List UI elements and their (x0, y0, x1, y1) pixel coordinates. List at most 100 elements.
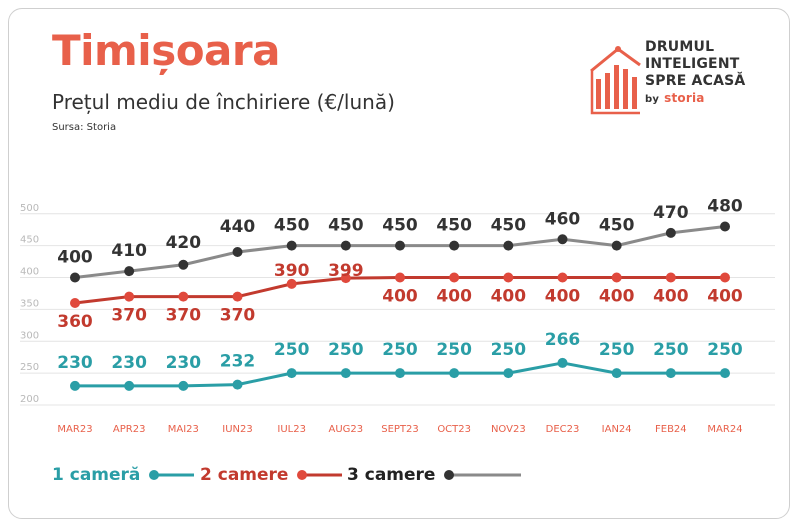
series-3-data-label-oct23: 450 (436, 216, 472, 236)
y-tick-label-300: 300 (20, 330, 39, 341)
series-2-data-label-ian24: 400 (599, 287, 635, 307)
chart-subtitle: Prețul mediu de închiriere (€/lună) (52, 90, 395, 114)
series-3-data-label-iun23: 440 (220, 217, 256, 237)
series-2-data-label-sept23: 400 (382, 287, 418, 307)
series-1-data-label-sept23: 250 (382, 340, 418, 360)
series-2-data-label-iul23: 390 (274, 261, 310, 281)
series-2-data-label-iun23: 370 (220, 306, 256, 326)
y-tick-label-500: 500 (20, 203, 39, 214)
legend-marker-2-camere (297, 470, 343, 480)
series-3-point-iun23 (232, 247, 243, 257)
series-3-data-label-apr23: 410 (111, 241, 147, 261)
series-3-point-feb24 (665, 227, 676, 238)
x-tick-label-iun23: IUN23 (222, 424, 252, 435)
x-tick-label-aug23: AUG23 (329, 424, 364, 435)
x-tick-label-sept23: SEPT23 (381, 424, 419, 435)
series-1-data-label-iul23: 250 (274, 340, 310, 360)
series-3-point-oct23 (449, 240, 460, 251)
series-3-point-iul23 (286, 240, 297, 251)
series-3-data-label-dec23: 460 (545, 209, 581, 229)
series-1-data-label-dec23: 266 (545, 330, 581, 350)
series-3-data-label-mar23: 400 (57, 248, 93, 268)
series-2-point-apr23 (124, 291, 135, 302)
logo-brand: storia (664, 91, 705, 105)
series-2-data-label-feb24: 400 (653, 287, 689, 307)
series-2-point-ian24 (611, 272, 622, 283)
series-2-point-dec23 (557, 272, 568, 283)
legend-label-1-camera: 1 cameră (52, 465, 141, 485)
series-1-data-label-oct23: 250 (436, 340, 472, 360)
series-1-point-apr23 (124, 380, 135, 391)
series-1-point-oct23 (449, 368, 460, 379)
y-tick-label-250: 250 (20, 362, 39, 373)
series-1-point-iul23 (286, 368, 297, 379)
logo-text: DRUMUL INTELIGENT SPRE ACASĂ by storia (645, 39, 745, 108)
series-3-point-mar23 (70, 272, 80, 283)
series-2-data-label-nov23: 400 (491, 287, 527, 307)
y-tick-label-400: 400 (20, 267, 39, 278)
x-tick-label-feb24: FEB24 (655, 424, 687, 435)
series-2-data-label-mar24: 400 (707, 287, 743, 307)
x-tick-label-dec23: DEC23 (546, 424, 580, 435)
series-1-data-label-ian24: 250 (599, 340, 635, 360)
series-3-data-label-ian24: 450 (599, 216, 635, 236)
series-3-point-sept23 (395, 240, 405, 251)
page-title: Timișoara (52, 26, 280, 75)
logo-by: by (645, 94, 660, 105)
series-3-data-label-iul23: 450 (274, 216, 310, 236)
house-chart-logo-icon (590, 46, 641, 115)
x-tick-label-mar23: MAR23 (57, 424, 92, 435)
series-1-point-mar24 (720, 368, 730, 379)
series-2-point-aug23 (340, 273, 351, 284)
y-tick-label-200: 200 (20, 394, 39, 405)
series-3-point-aug23 (340, 240, 351, 251)
series-3-data-label-nov23: 450 (491, 216, 527, 236)
legend-label-2-camere: 2 camere (200, 465, 289, 485)
legend-item-3-camere: 3 camere (347, 463, 523, 487)
y-tick-label-350: 350 (20, 298, 39, 309)
series-3-data-label-sept23: 450 (382, 216, 418, 236)
series-2-data-label-oct23: 400 (436, 287, 472, 307)
logo-line-2: INTELIGENT (645, 56, 740, 72)
legend-item-1-camera: 1 cameră (52, 463, 196, 487)
legend-item-2-camere: 2 camere (200, 463, 344, 487)
logo-line-3: SPRE ACASĂ (645, 73, 746, 89)
legend-label-3-camere: 3 camere (347, 465, 436, 485)
x-tick-label-mar24: MAR24 (707, 424, 742, 435)
series-1-point-dec23 (557, 357, 568, 368)
chart-card (8, 8, 790, 519)
series-2-point-mai23 (178, 291, 189, 302)
series-3-point-mar24 (720, 221, 730, 232)
series-1-data-label-nov23: 250 (491, 340, 527, 360)
series-3-point-mai23 (178, 259, 189, 270)
series-2-point-oct23 (449, 272, 460, 283)
series-1-data-label-mar24: 250 (707, 340, 743, 360)
series-1-point-feb24 (665, 368, 676, 379)
series-2-point-mar23 (70, 298, 80, 308)
series-1-point-aug23 (340, 368, 351, 379)
series-1-data-label-feb24: 250 (653, 340, 689, 360)
series-1-data-label-aug23: 250 (328, 340, 364, 360)
series-2-data-label-dec23: 400 (545, 287, 581, 307)
series-1-point-mar23 (70, 380, 80, 391)
series-2-point-mar24 (720, 272, 730, 283)
series-2-point-iul23 (286, 278, 297, 289)
series-1-point-sept23 (395, 368, 405, 379)
y-tick-label-450: 450 (20, 235, 39, 246)
x-tick-label-apr23: APR23 (113, 424, 146, 435)
series-3-data-label-feb24: 470 (653, 203, 689, 223)
series-1-data-label-mar23: 230 (57, 353, 93, 373)
x-tick-label-oct23: OCT23 (437, 424, 471, 435)
series-3-point-apr23 (124, 266, 135, 277)
series-1-data-label-apr23: 230 (111, 353, 147, 373)
x-tick-label-mai23: MAI23 (168, 424, 199, 435)
legend-marker-1-camera (149, 470, 195, 480)
source-note: Sursa: Storia (52, 122, 117, 133)
series-1-point-nov23 (503, 368, 514, 379)
series-1-data-label-mai23: 230 (166, 353, 202, 373)
series-2-point-iun23 (232, 291, 243, 302)
series-2-data-label-apr23: 370 (111, 306, 147, 326)
legend-marker-3-camere (444, 470, 522, 480)
series-2-point-sept23 (395, 272, 405, 283)
